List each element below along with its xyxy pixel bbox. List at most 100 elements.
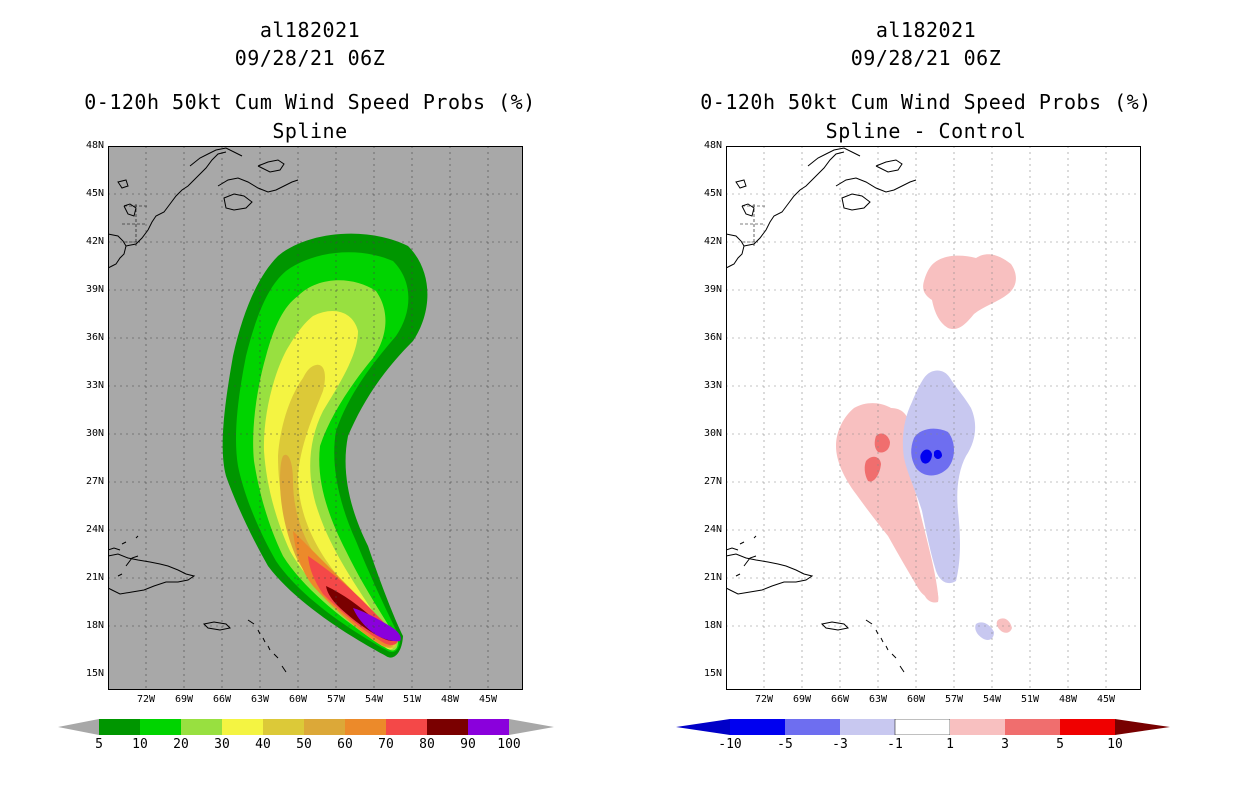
left-lat-27n: 27N	[85, 476, 104, 487]
left-gridlines	[108, 146, 523, 690]
right-cbar-label-3: 3	[1001, 737, 1009, 752]
left-lat-36n: 36N	[85, 332, 104, 343]
right-title-storm: al182021	[875, 18, 977, 42]
right-lon-66w: 66W	[830, 694, 850, 705]
diff-neg-core-b	[934, 449, 942, 459]
right-difference-contours	[836, 254, 1016, 640]
left-title-date: 09/28/21 06Z	[234, 46, 386, 70]
right-lat-42n: 42N	[703, 236, 722, 247]
right-lat-39n: 39N	[703, 284, 722, 295]
right-coastlines	[726, 147, 917, 673]
right-cbar-label-n5: -5	[777, 737, 793, 752]
right-colorbar-swatch-5	[1005, 719, 1060, 735]
right-lat-15n: 15N	[703, 668, 722, 679]
left-cbar-label-30: 30	[214, 737, 230, 752]
right-cbar-label-1: 1	[946, 737, 954, 752]
right-lat-27n: 27N	[703, 476, 722, 487]
right-cbar-label-n1: -1	[887, 737, 903, 752]
left-state-borders	[122, 204, 148, 246]
right-colorbar-swatch-4	[950, 719, 1005, 735]
right-title-date: 09/28/21 06Z	[850, 46, 1002, 70]
right-lon-60w: 60W	[906, 694, 926, 705]
diff-neg-dark-blob	[911, 428, 954, 476]
diff-pos-west-blob	[836, 403, 938, 598]
left-colorbar-swatch-0	[99, 719, 140, 735]
left-lon-57w: 57W	[326, 694, 346, 705]
right-lon-72w: 72W	[754, 694, 774, 705]
right-lat-21n: 21N	[703, 572, 722, 583]
diff-neg-blob	[902, 370, 976, 584]
right-colorbar	[676, 719, 1172, 735]
left-lon-69w: 69W	[174, 694, 194, 705]
left-lon-45w: 45W	[478, 694, 498, 705]
left-lon-72w: 72W	[136, 694, 156, 705]
right-cbar-label-n10: -10	[718, 737, 742, 752]
left-lat-42n: 42N	[85, 236, 104, 247]
left-colorbar-swatch-3	[222, 719, 263, 735]
right-colorbar-swatch-0	[730, 719, 785, 735]
right-colorbar-swatch-3	[894, 719, 951, 735]
right-lon-57w: 57W	[944, 694, 964, 705]
left-coastlines	[108, 147, 299, 673]
left-colorbar-swatch-8	[427, 719, 468, 735]
right-lon-63w: 63W	[868, 694, 888, 705]
left-lon-66w: 66W	[212, 694, 232, 705]
right-title-product: 0-120h 50kt Cum Wind Speed Probs (%)	[700, 90, 1152, 114]
right-lon-48w: 48W	[1058, 694, 1078, 705]
left-lat-45n: 45N	[85, 188, 104, 199]
diff-pos-west-dark-a	[874, 433, 890, 453]
left-cbar-label-80: 80	[419, 737, 435, 752]
right-colorbar-swatch-2	[840, 719, 895, 735]
left-map-panel	[108, 146, 523, 690]
left-colorbar-under-arrow	[58, 719, 99, 735]
right-map-panel	[726, 146, 1141, 690]
right-cbar-label-n3: -3	[832, 737, 848, 752]
left-lon-54w: 54W	[364, 694, 384, 705]
left-colorbar-swatch-6	[345, 719, 386, 735]
left-lon-63w: 63W	[250, 694, 270, 705]
right-lat-36n: 36N	[703, 332, 722, 343]
right-lon-45w: 45W	[1096, 694, 1116, 705]
diff-pos-west-dark-b	[864, 456, 881, 482]
right-cbar-label-10: 10	[1107, 737, 1123, 752]
left-lon-48w: 48W	[440, 694, 460, 705]
left-colorbar-swatch-1	[140, 719, 181, 735]
left-lat-30n: 30N	[85, 428, 104, 439]
left-title-product: 0-120h 50kt Cum Wind Speed Probs (%)	[84, 90, 536, 114]
left-lon-51w: 51W	[402, 694, 422, 705]
left-cbar-label-70: 70	[378, 737, 394, 752]
left-colorbar-swatch-4	[263, 719, 304, 735]
left-cbar-label-40: 40	[255, 737, 271, 752]
right-lat-18n: 18N	[703, 620, 722, 631]
diff-neg-south-blob	[975, 622, 994, 640]
left-lat-21n: 21N	[85, 572, 104, 583]
left-probability-contours	[222, 233, 428, 658]
right-colorbar-over-arrow	[1115, 719, 1170, 735]
left-cbar-label-50: 50	[296, 737, 312, 752]
diff-pos-south-blob	[996, 618, 1012, 633]
right-lon-51w: 51W	[1020, 694, 1040, 705]
left-colorbar-swatch-2	[181, 719, 222, 735]
left-colorbar-swatch-7	[386, 719, 427, 735]
right-lat-30n: 30N	[703, 428, 722, 439]
left-title-storm: al182021	[259, 18, 361, 42]
left-lat-48n: 48N	[85, 140, 104, 151]
contour-90	[353, 608, 401, 642]
left-map	[108, 146, 523, 690]
left-lat-15n: 15N	[85, 668, 104, 679]
diff-pos-north-blob	[923, 254, 1016, 330]
right-lon-54w: 54W	[982, 694, 1002, 705]
diff-pos-tail-blob	[924, 585, 939, 603]
left-colorbar-swatch-5	[304, 719, 345, 735]
left-lat-33n: 33N	[85, 380, 104, 391]
right-lat-24n: 24N	[703, 524, 722, 535]
left-cbar-label-60: 60	[337, 737, 353, 752]
left-lat-18n: 18N	[85, 620, 104, 631]
left-lat-39n: 39N	[85, 284, 104, 295]
diff-neg-core	[920, 449, 932, 464]
left-title-method: Spline	[272, 119, 348, 143]
left-lat-24n: 24N	[85, 524, 104, 535]
left-colorbar-over-arrow	[509, 719, 554, 735]
right-lat-45n: 45N	[703, 188, 722, 199]
left-cbar-label-5: 5	[95, 737, 103, 752]
